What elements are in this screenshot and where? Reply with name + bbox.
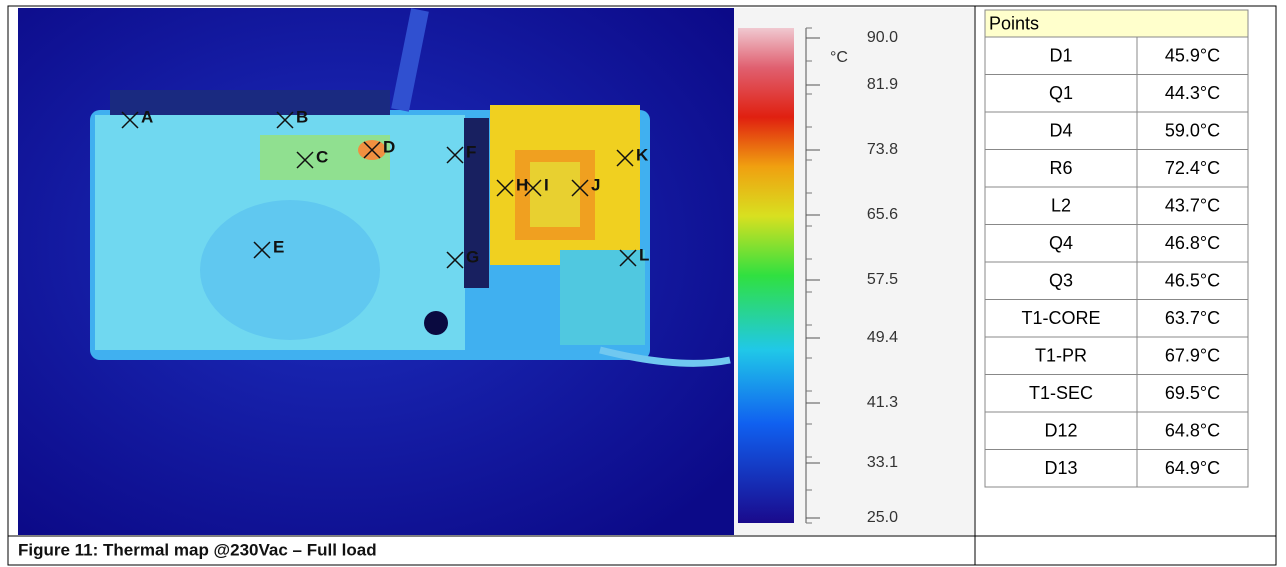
point-temp: 69.5°C xyxy=(1165,383,1220,403)
marker-cross xyxy=(446,146,464,164)
scale-tick: 57.5 xyxy=(867,271,898,288)
point-temp: 46.8°C xyxy=(1165,233,1220,253)
marker-label: K xyxy=(636,145,649,164)
point-name: D4 xyxy=(1049,121,1072,141)
table-cell xyxy=(984,374,1138,413)
frame xyxy=(7,5,1277,566)
marker-cross xyxy=(296,151,314,169)
point-name: T1-PR xyxy=(1035,346,1087,366)
marker-cross xyxy=(363,141,381,159)
thermal-image xyxy=(18,8,734,535)
point-temp: 46.5°C xyxy=(1165,271,1220,291)
point-temp: 63.7°C xyxy=(1165,308,1220,328)
marker-label: C xyxy=(316,147,328,166)
table-cell xyxy=(984,224,1138,263)
marker-cross xyxy=(496,179,514,197)
point-name: Q3 xyxy=(1049,271,1073,291)
marker-label: E xyxy=(273,237,284,256)
marker-label: J xyxy=(591,175,600,194)
scale-tick: 25.0 xyxy=(867,509,898,526)
table-header: Points xyxy=(989,13,1039,33)
point-temp: 44.3°C xyxy=(1165,83,1220,103)
table-cell xyxy=(1136,74,1249,113)
table-cell xyxy=(984,74,1138,113)
marker-label: D xyxy=(383,137,395,156)
point-name: L2 xyxy=(1051,196,1071,216)
point-name: D12 xyxy=(1044,421,1077,441)
scale-tick: 65.6 xyxy=(867,206,898,223)
point-name: D13 xyxy=(1044,458,1077,478)
scale-tick: 41.3 xyxy=(867,394,898,411)
scale-tick: 73.8 xyxy=(867,141,898,158)
marker-cross xyxy=(616,149,634,167)
scale-tick: 49.4 xyxy=(867,329,898,346)
colorbar xyxy=(738,28,794,523)
marker-label: L xyxy=(639,245,649,264)
table-cell xyxy=(1136,186,1249,225)
point-name: R6 xyxy=(1049,158,1072,178)
caption: Figure 11: Thermal map @230Vac – Full lo… xyxy=(18,540,377,559)
point-temp: 64.8°C xyxy=(1165,421,1220,441)
table-cell xyxy=(984,36,1138,75)
marker-label: G xyxy=(466,247,479,266)
marker-cross xyxy=(446,251,464,269)
table-header-cell xyxy=(984,9,1249,38)
table-cell xyxy=(1136,299,1249,338)
scale-tick: 90.0 xyxy=(867,29,898,46)
table-cell xyxy=(1136,36,1249,75)
point-name: T1-CORE xyxy=(1021,308,1100,328)
marker-label: I xyxy=(544,175,549,194)
point-temp: 43.7°C xyxy=(1165,196,1220,216)
marker-cross xyxy=(121,111,139,129)
marker-label: H xyxy=(516,175,528,194)
table-cell xyxy=(1136,336,1249,375)
scale-tick: 81.9 xyxy=(867,76,898,93)
marker-label: A xyxy=(141,107,153,126)
scale-unit: °C xyxy=(830,49,848,66)
point-temp: 59.0°C xyxy=(1165,121,1220,141)
marker-cross xyxy=(619,249,637,267)
table-cell xyxy=(984,299,1138,338)
scale-tick: 33.1 xyxy=(867,454,898,471)
point-name: Q1 xyxy=(1049,83,1073,103)
point-temp: 45.9°C xyxy=(1165,46,1220,66)
point-temp: 64.9°C xyxy=(1165,458,1220,478)
point-name: D1 xyxy=(1049,46,1072,66)
point-name: T1-SEC xyxy=(1029,383,1093,403)
point-name: Q4 xyxy=(1049,233,1073,253)
table-cell xyxy=(984,411,1138,450)
table-cell xyxy=(1136,411,1249,450)
marker-label: B xyxy=(296,107,308,126)
marker-cross xyxy=(253,241,271,259)
point-temp: 67.9°C xyxy=(1165,346,1220,366)
table-cell xyxy=(1136,449,1249,488)
point-temp: 72.4°C xyxy=(1165,158,1220,178)
table-cell xyxy=(1136,374,1249,413)
table-cell xyxy=(984,149,1138,188)
table-cell xyxy=(984,449,1138,488)
table-cell xyxy=(1136,111,1249,150)
marker-label: F xyxy=(466,142,476,161)
table-cell xyxy=(984,186,1138,225)
marker-cross xyxy=(276,111,294,129)
marker-cross xyxy=(571,179,589,197)
table-cell xyxy=(1136,224,1249,263)
marker-cross xyxy=(524,179,542,197)
